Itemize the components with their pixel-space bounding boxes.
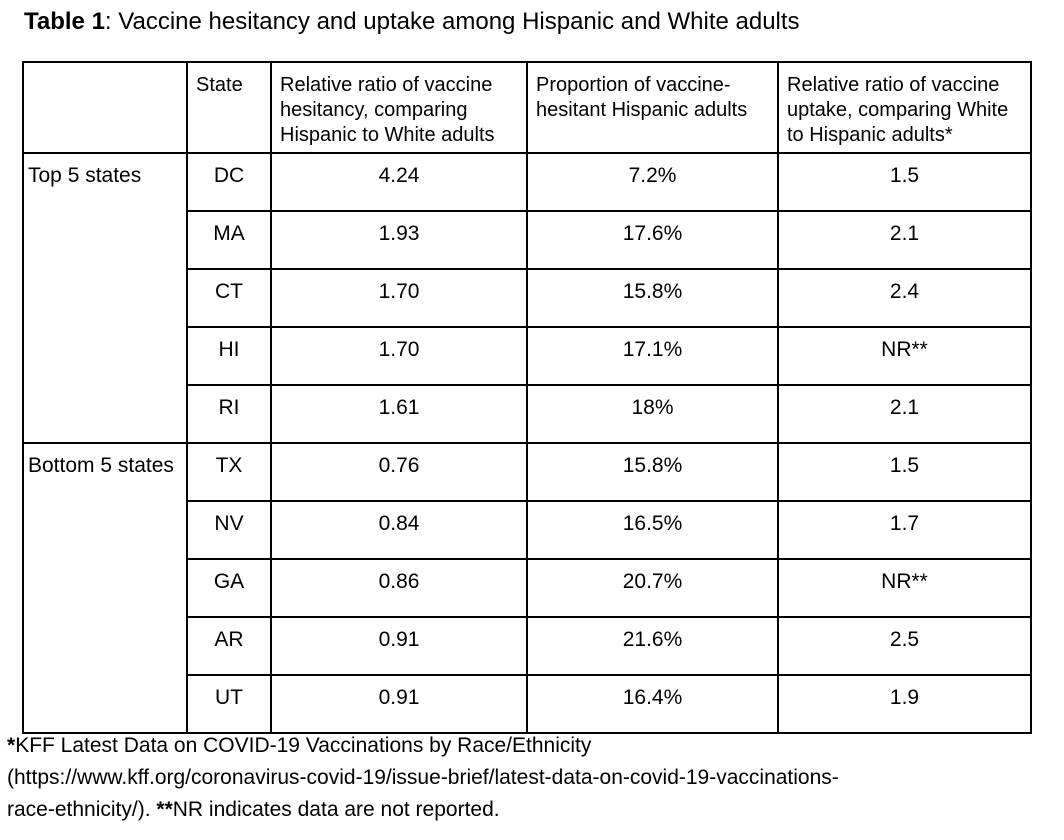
uptake-ratio-cell: NR** [777,558,1032,618]
column-header-hesitant-proportion: Proportion of vaccine-hesitant Hispanic … [526,61,779,154]
hesitant-proportion-cell: 16.5% [526,500,779,560]
state-cell: MA [186,210,272,270]
footnote-line-2: (https://www.kff.org/coronavirus-covid-1… [7,762,839,794]
column-header-hesitancy-ratio: Relative ratio of vaccine hesitancy, com… [270,61,528,154]
table-row: AR 0.91 21.6% 2.5 [23,616,1032,676]
footnote-nr-text: NR indicates data are not reported. [172,798,500,821]
hesitant-proportion-cell: 15.8% [526,442,779,502]
state-cell: GA [186,558,272,618]
hesitancy-ratio-cell: 0.91 [270,674,528,734]
state-cell: NV [186,500,272,560]
footnote-url-text: (https://www.kff.org/coronavirus-covid-1… [7,766,839,789]
hesitancy-ratio-cell: 4.24 [270,152,528,212]
row-group-label-top5: Top 5 states [22,152,188,444]
table-row: NV 0.84 16.5% 1.7 [23,500,1032,560]
data-table: State Relative ratio of vaccine hesitanc… [22,61,1032,734]
footnote-double-asterisk: ** [156,798,173,821]
table-row: HI 1.70 17.1% NR** [23,326,1032,386]
hesitant-proportion-cell: 16.4% [526,674,779,734]
column-header-state: State [186,61,272,154]
hesitancy-ratio-cell: 1.61 [270,384,528,444]
table-row: Bottom 5 states TX 0.76 15.8% 1.5 [22,442,1032,734]
state-cell: RI [186,384,272,444]
hesitancy-ratio-cell: 0.76 [270,442,528,502]
state-cell: TX [186,442,272,502]
table-row: RI 1.61 18% 2.1 [23,384,1032,444]
hesitancy-ratio-cell: 1.70 [270,326,528,386]
uptake-ratio-cell: 2.5 [777,616,1032,676]
hesitant-proportion-cell: 15.8% [526,268,779,328]
hesitant-proportion-cell: 20.7% [526,558,779,618]
uptake-ratio-cell: 1.5 [777,442,1032,502]
hesitant-proportion-cell: 17.1% [526,326,779,386]
table-caption-number: Table 1 [24,8,105,35]
hesitancy-ratio-cell: 1.93 [270,210,528,270]
table-row: Top 5 states DC 4.24 7.2% 1.5 [22,152,1032,444]
footnote: *KFF Latest Data on COVID-19 Vaccination… [7,730,839,826]
footnote-url-tail: race-ethnicity/). [7,798,157,821]
hesitancy-ratio-cell: 0.86 [270,558,528,618]
state-cell: AR [186,616,272,676]
hesitant-proportion-cell: 18% [526,384,779,444]
uptake-ratio-cell: 1.7 [777,500,1032,560]
column-header-group [22,61,188,154]
state-cell: DC [186,152,272,212]
uptake-ratio-cell: 1.5 [777,152,1032,212]
hesitancy-ratio-cell: 0.91 [270,616,528,676]
state-cell: UT [186,674,272,734]
table-row: CT 1.70 15.8% 2.4 [23,268,1032,328]
footnote-line-3: race-ethnicity/). **NR indicates data ar… [7,794,839,826]
footnote-source-text: KFF Latest Data on COVID-19 Vaccinations… [15,734,592,757]
hesitant-proportion-cell: 7.2% [526,152,779,212]
hesitancy-ratio-cell: 0.84 [270,500,528,560]
uptake-ratio-cell: 2.1 [777,384,1032,444]
hesitant-proportion-cell: 21.6% [526,616,779,676]
table-row: UT 0.91 16.4% 1.9 [23,674,1032,734]
footnote-line-1: *KFF Latest Data on COVID-19 Vaccination… [7,730,839,762]
column-header-uptake-ratio: Relative ratio of vaccine uptake, compar… [777,61,1032,154]
footnote-asterisk: * [7,734,16,757]
uptake-ratio-cell: 1.9 [777,674,1032,734]
row-group-label-bottom5: Bottom 5 states [22,442,188,734]
table-row: GA 0.86 20.7% NR** [23,558,1032,618]
state-cell: CT [186,268,272,328]
uptake-ratio-cell: 2.1 [777,210,1032,270]
hesitancy-ratio-cell: 1.70 [270,268,528,328]
uptake-ratio-cell: NR** [777,326,1032,386]
table-row: MA 1.93 17.6% 2.1 [23,210,1032,270]
table-caption: Table 1: Vaccine hesitancy and uptake am… [24,7,800,37]
uptake-ratio-cell: 2.4 [777,268,1032,328]
table-caption-text: : Vaccine hesitancy and uptake among His… [104,8,800,35]
header-row: State Relative ratio of vaccine hesitanc… [22,61,1032,154]
hesitant-proportion-cell: 17.6% [526,210,779,270]
state-cell: HI [186,326,272,386]
